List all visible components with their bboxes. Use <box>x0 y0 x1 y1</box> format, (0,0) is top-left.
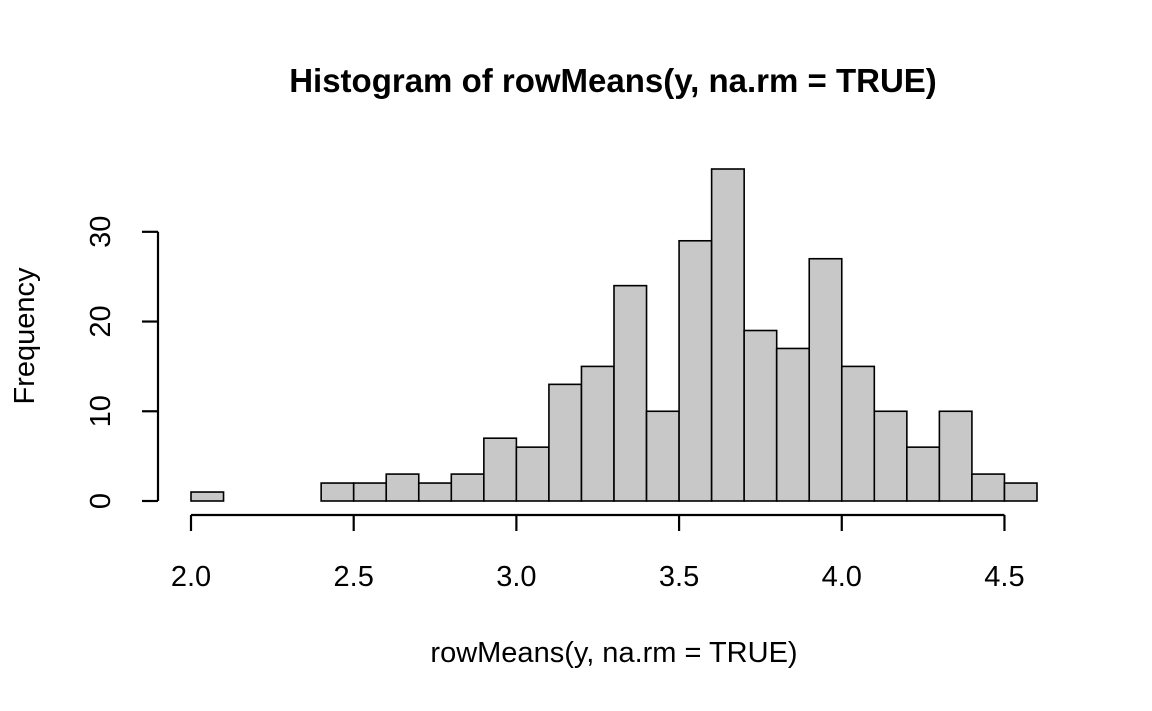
x-tick-label-2: 3.0 <box>496 561 536 593</box>
y-tick-label-1: 10 <box>85 395 117 427</box>
histogram-bar-9 <box>483 437 518 502</box>
histogram-bar-19 <box>808 257 843 502</box>
histogram-bar-10 <box>515 446 550 502</box>
x-tick-label-3: 3.5 <box>659 561 699 593</box>
y-tick-label-2: 20 <box>85 305 117 337</box>
chart-title: Histogram of rowMeans(y, na.rm = TRUE) <box>289 62 937 99</box>
y-axis-title: Frequency <box>9 267 41 405</box>
histogram-bar-0 <box>190 491 225 502</box>
histogram-bar-12 <box>580 365 615 502</box>
histogram-bar-4 <box>320 482 355 502</box>
histogram-bar-6 <box>385 473 420 502</box>
histogram-bar-24 <box>971 473 1006 502</box>
histogram-bar-23 <box>938 410 973 502</box>
x-tick-label-5: 4.5 <box>984 561 1024 593</box>
x-axis-title: rowMeans(y, na.rm = TRUE) <box>430 637 797 669</box>
histogram-bars <box>190 168 1038 502</box>
histogram-bar-8 <box>450 473 485 502</box>
histogram-bar-14 <box>645 410 680 502</box>
x-tick-label-4: 4.0 <box>822 561 862 593</box>
histogram-bar-15 <box>678 239 713 502</box>
histogram-bar-7 <box>417 482 453 502</box>
histogram-bar-21 <box>873 410 908 502</box>
histogram-bar-16 <box>710 168 745 502</box>
histogram-bar-20 <box>840 365 876 502</box>
histogram-bar-22 <box>906 446 941 502</box>
y-axis: 0 10 20 30 <box>85 216 160 509</box>
histogram-bar-18 <box>775 347 811 502</box>
y-tick-label-3: 30 <box>85 216 117 248</box>
histogram-bar-11 <box>548 383 583 502</box>
histogram-bar-5 <box>352 482 388 502</box>
histogram-bar-25 <box>1003 482 1038 502</box>
y-tick-label-0: 0 <box>85 493 117 509</box>
x-axis: 2.0 2.5 3.0 3.5 4.0 4.5 <box>171 513 1025 593</box>
histogram-bar-17 <box>743 329 778 502</box>
x-tick-label-0: 2.0 <box>171 561 211 593</box>
histogram-bar-13 <box>613 284 648 502</box>
x-tick-label-1: 2.5 <box>334 561 374 593</box>
